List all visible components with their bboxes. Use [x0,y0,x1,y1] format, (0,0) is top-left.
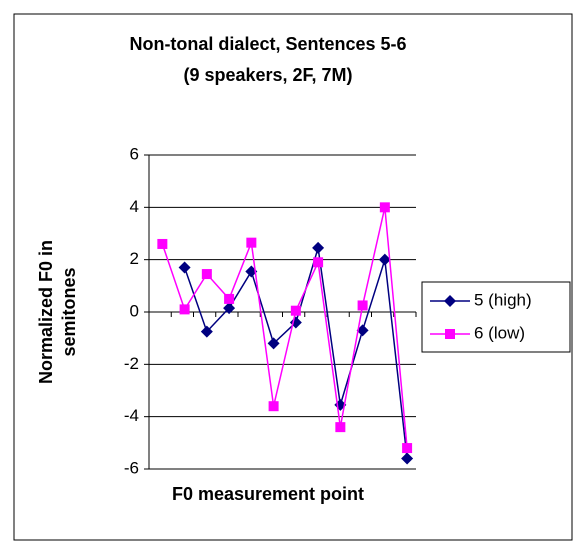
marker [224,293,235,304]
chart-frame [13,13,573,541]
marker [313,257,324,268]
marker [356,324,369,337]
y-tick-label: 0 [130,301,139,320]
y-axis-label: semitones [59,267,79,356]
marker [379,202,390,213]
marker [157,238,168,249]
y-axis-label: Normalized F0 in [36,240,56,384]
y-tick-label: 6 [130,144,139,163]
series-line [161,207,408,449]
chart-subtitle: (9 speakers, 2F, 7M) [183,65,352,85]
y-tick-label: -4 [124,406,139,425]
marker [445,329,455,339]
marker [401,452,414,465]
marker [178,261,191,274]
x-axis-label: F0 measurement point [172,484,364,504]
marker [312,241,325,254]
marker [267,337,280,350]
legend-label: 6 (low) [474,323,525,342]
marker [200,325,213,338]
marker [268,401,279,412]
chart-title: Non-tonal dialect, Sentences 5-6 [129,34,406,54]
marker [223,302,236,315]
y-tick-label: 2 [130,249,139,268]
marker [444,295,456,307]
marker [201,269,212,280]
y-tick-label: -6 [124,458,139,477]
marker [378,253,391,266]
marker [335,422,346,433]
marker [402,443,413,454]
marker [357,300,368,311]
marker [179,304,190,315]
y-tick-label: 4 [130,197,139,216]
marker [246,237,257,248]
legend [421,281,571,353]
y-tick-label: -2 [124,354,139,373]
legend-label: 5 (high) [474,290,532,309]
marker [290,305,301,316]
